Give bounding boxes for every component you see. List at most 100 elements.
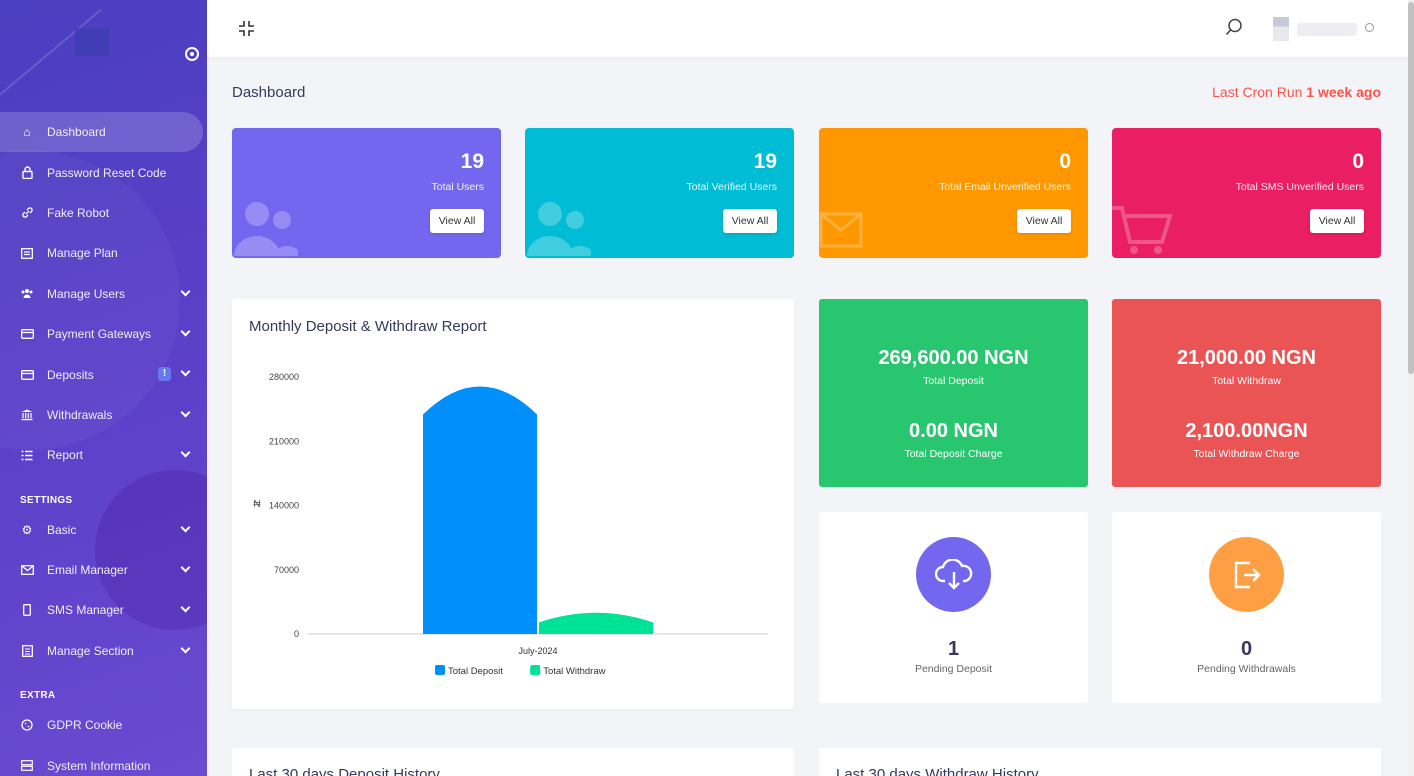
plan-icon xyxy=(20,246,34,260)
stat-label: Total SMS Unverified Users xyxy=(1235,181,1364,193)
total-deposit-label: Total Deposit xyxy=(923,375,984,387)
sidebar-decoration xyxy=(0,8,102,114)
chevron-down-icon xyxy=(180,522,191,532)
mobile-icon xyxy=(20,603,34,617)
sidebar-item-deposits[interactable]: Deposits ! xyxy=(0,354,207,394)
sidebar-item-label: Manage Plan xyxy=(47,246,118,261)
sidebar-item-password-reset-code[interactable]: Password Reset Code xyxy=(0,152,207,192)
sidebar-item-sms-manager[interactable]: SMS Manager xyxy=(0,590,207,630)
total-withdraw-value: 21,000.00 NGN xyxy=(1177,347,1316,369)
deposit-history-title: Last 30 days Deposit History xyxy=(249,766,440,776)
legend-item[interactable]: Total Deposit xyxy=(435,665,503,677)
users-icon xyxy=(234,202,298,256)
sidebar-item-system-information[interactable]: System Information xyxy=(0,745,207,776)
deposit-history-card: Last 30 days Deposit History xyxy=(232,748,794,776)
sidebar-item-manage-plan[interactable]: Manage Plan xyxy=(0,233,207,273)
gear-icon: ⚙ xyxy=(21,522,33,537)
bank-icon xyxy=(20,408,34,422)
stat-label: Total Users xyxy=(431,181,484,193)
sidebar-item-withdrawals[interactable]: Withdrawals xyxy=(0,395,207,435)
sidebar-section-heading: SETTINGS xyxy=(20,494,73,506)
sidebar-item-label: Fake Robot xyxy=(47,205,110,220)
sidebar-section-heading: EXTRA xyxy=(20,690,56,702)
cookie-icon xyxy=(20,718,34,732)
server-icon xyxy=(20,759,34,773)
sign-out-icon xyxy=(1209,537,1284,612)
y-tick-label: 70000 xyxy=(274,565,299,575)
pending-withdrawals-card[interactable]: 0 Pending Withdrawals xyxy=(1112,512,1381,703)
lock-icon xyxy=(20,166,34,180)
deposit-charge-value: 0.00 NGN xyxy=(909,420,998,442)
sidebar-item-fake-robot[interactable]: Fake Robot xyxy=(0,193,207,233)
sidebar-item-label: Manage Section xyxy=(47,643,134,658)
avatar[interactable] xyxy=(1273,17,1289,41)
y-tick-label: 210000 xyxy=(269,436,299,446)
stat-value: 19 xyxy=(460,150,484,173)
monthly-report-card: Monthly Deposit & Withdraw Report ₦ 0 700… xyxy=(232,299,794,709)
y-tick-label: 280000 xyxy=(269,372,299,382)
link-icon xyxy=(20,206,34,220)
scrollbar-thumb[interactable] xyxy=(1408,2,1414,374)
chevron-down-icon xyxy=(180,643,191,654)
chart-bar-total-deposit[interactable] xyxy=(423,386,537,634)
cloud-download-icon xyxy=(916,537,991,612)
site-logo[interactable] xyxy=(75,28,109,56)
withdraw-history-title: Last 30 days Withdraw History xyxy=(836,766,1039,776)
list-icon xyxy=(20,448,34,462)
y-tick-label: 140000 xyxy=(269,501,299,511)
cron-label: Last Cron Run xyxy=(1212,84,1307,100)
deposit-charge-label: Total Deposit Charge xyxy=(904,448,1003,460)
sidebar-item-label: Payment Gateways xyxy=(47,327,152,342)
pending-deposit-card[interactable]: 1 Pending Deposit xyxy=(819,512,1088,703)
view-all-button[interactable]: View All xyxy=(430,209,484,233)
view-all-button[interactable]: View All xyxy=(1310,209,1364,233)
sidebar-item-label: Withdrawals xyxy=(47,407,113,422)
total-deposit-value: 269,600.00 NGN xyxy=(878,347,1029,369)
pending-deposit-count: 1 xyxy=(947,638,960,660)
sidebar-item-label: Report xyxy=(47,448,84,463)
wallet-icon xyxy=(20,368,34,382)
chart-title: Monthly Deposit & Withdraw Report xyxy=(249,318,487,335)
sidebar-item-label: Dashboard xyxy=(47,125,106,140)
sidebar-item-manage-section[interactable]: Manage Section xyxy=(0,631,207,671)
stat-card-sms-unverified: 0 Total SMS Unverified Users View All xyxy=(1112,128,1381,258)
scrollbar[interactable] xyxy=(1408,0,1414,776)
stat-value: 0 xyxy=(1352,150,1364,173)
search-icon[interactable] xyxy=(1225,18,1243,36)
legend-label: Total Withdraw xyxy=(543,666,605,677)
sidebar-item-label: System Information xyxy=(47,758,151,773)
sidebar-item-basic[interactable]: ⚙ Basic xyxy=(0,510,207,550)
user-name-redacted[interactable] xyxy=(1297,23,1357,36)
sidebar-item-gdpr-cookie[interactable]: GDPR Cookie xyxy=(0,705,207,745)
sidebar-item-payment-gateways[interactable]: Payment Gateways xyxy=(0,314,207,354)
pending-badge: ! xyxy=(158,367,171,382)
sidebar-item-email-manager[interactable]: Email Manager xyxy=(0,550,207,590)
sidebar-nav: ⌂ Dashboard Password Reset Code Fake Rob… xyxy=(0,112,207,776)
compress-icon[interactable] xyxy=(238,20,255,37)
sidebar-item-label: Deposits xyxy=(47,367,94,382)
stat-card-email-unverified: 0 Total Email Unverified Users View All xyxy=(819,128,1088,258)
chevron-down-icon[interactable] xyxy=(1365,23,1374,32)
envelope-icon xyxy=(20,563,34,577)
sidebar-item-report[interactable]: Report xyxy=(0,435,207,475)
sidebar-item-dashboard[interactable]: ⌂ Dashboard xyxy=(0,112,203,153)
view-all-button[interactable]: View All xyxy=(723,209,777,233)
chart-bar-total-withdraw[interactable] xyxy=(539,612,653,634)
y-axis-label: ₦ xyxy=(253,499,261,510)
sidebar-toggle-icon[interactable] xyxy=(185,47,199,61)
legend-item[interactable]: Total Withdraw xyxy=(530,665,606,677)
users-icon xyxy=(527,202,591,256)
chevron-down-icon xyxy=(180,366,191,377)
x-tick-label: July-2024 xyxy=(518,646,557,656)
view-all-button[interactable]: View All xyxy=(1017,209,1071,233)
legend-swatch xyxy=(435,665,445,675)
sidebar-item-label: Password Reset Code xyxy=(47,165,167,180)
chevron-down-icon xyxy=(180,562,191,573)
legend-swatch xyxy=(530,665,541,675)
stat-label: Total Verified Users xyxy=(686,181,777,193)
pending-withdrawals-label: Pending Withdrawals xyxy=(1197,663,1296,675)
sidebar-item-manage-users[interactable]: Manage Users xyxy=(0,274,207,314)
chevron-down-icon xyxy=(180,326,191,337)
monthly-report-chart: ₦ 0 70000 140000 210000 280000 July-2024 Tot… xyxy=(253,372,768,677)
sidebar-item-label: SMS Manager xyxy=(47,603,124,618)
